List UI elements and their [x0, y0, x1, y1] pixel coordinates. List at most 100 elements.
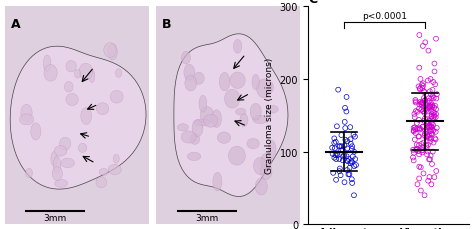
- Point: [343, 155, 350, 158]
- Ellipse shape: [177, 124, 189, 131]
- Point: [421, 100, 428, 103]
- Point: [348, 147, 356, 151]
- Ellipse shape: [268, 141, 276, 159]
- Point: [416, 127, 423, 131]
- Point: [419, 148, 427, 152]
- Point: [432, 116, 439, 120]
- Point: [428, 97, 435, 101]
- Text: C: C: [308, 0, 317, 6]
- Point: [328, 146, 336, 150]
- Ellipse shape: [192, 120, 203, 137]
- Ellipse shape: [113, 155, 119, 164]
- Ellipse shape: [78, 144, 87, 153]
- Point: [427, 78, 434, 82]
- Point: [429, 111, 437, 114]
- Point: [418, 101, 426, 105]
- Point: [430, 175, 438, 179]
- Point: [419, 85, 427, 88]
- Point: [413, 143, 420, 147]
- Point: [419, 87, 426, 90]
- Ellipse shape: [267, 106, 278, 114]
- Point: [340, 154, 348, 158]
- Point: [416, 34, 423, 38]
- Point: [418, 103, 426, 107]
- Point: [415, 153, 423, 156]
- Point: [421, 41, 429, 45]
- Point: [409, 148, 417, 152]
- Ellipse shape: [54, 146, 67, 156]
- Point: [410, 126, 418, 130]
- Point: [413, 147, 420, 151]
- Point: [427, 102, 435, 106]
- Point: [337, 149, 345, 153]
- Point: [414, 183, 421, 186]
- Ellipse shape: [108, 165, 121, 175]
- Point: [421, 99, 429, 102]
- Ellipse shape: [203, 115, 218, 128]
- Point: [332, 178, 340, 182]
- Point: [429, 95, 437, 99]
- Point: [417, 189, 425, 193]
- Point: [332, 158, 340, 161]
- Point: [419, 125, 427, 129]
- Point: [343, 159, 351, 163]
- Point: [419, 102, 426, 105]
- Point: [418, 101, 426, 105]
- Point: [423, 120, 431, 124]
- Point: [420, 120, 428, 123]
- Point: [417, 166, 425, 169]
- Point: [416, 103, 423, 107]
- Point: [344, 160, 352, 163]
- Point: [423, 153, 431, 157]
- Point: [417, 103, 425, 106]
- Point: [429, 124, 437, 127]
- Point: [429, 150, 437, 154]
- Point: [418, 146, 426, 150]
- Point: [411, 138, 419, 142]
- Ellipse shape: [181, 131, 196, 143]
- Point: [341, 106, 349, 110]
- Point: [428, 105, 436, 109]
- Point: [337, 134, 345, 137]
- Text: A: A: [10, 18, 20, 31]
- Point: [341, 144, 348, 148]
- Point: [420, 97, 428, 100]
- Point: [413, 122, 420, 125]
- Point: [330, 142, 338, 145]
- Point: [415, 177, 423, 180]
- Ellipse shape: [52, 167, 63, 181]
- Point: [419, 172, 427, 175]
- Point: [423, 126, 431, 130]
- Point: [411, 116, 419, 119]
- Point: [418, 142, 425, 146]
- Point: [411, 128, 419, 132]
- Point: [333, 152, 341, 155]
- Point: [330, 156, 338, 160]
- Point: [431, 70, 438, 74]
- Point: [339, 148, 346, 152]
- Point: [330, 137, 338, 141]
- Point: [350, 133, 357, 137]
- Point: [419, 102, 427, 105]
- Ellipse shape: [233, 40, 242, 54]
- Point: [430, 114, 438, 118]
- Ellipse shape: [44, 65, 57, 82]
- Point: [332, 154, 339, 157]
- Ellipse shape: [194, 120, 210, 126]
- Ellipse shape: [116, 69, 122, 78]
- Ellipse shape: [184, 65, 195, 81]
- Point: [337, 174, 345, 177]
- Point: [425, 134, 433, 137]
- Polygon shape: [174, 35, 288, 197]
- Point: [431, 104, 439, 108]
- Point: [346, 161, 354, 165]
- Text: 3mm: 3mm: [195, 213, 219, 222]
- Ellipse shape: [89, 70, 95, 83]
- Point: [415, 135, 423, 139]
- Point: [427, 104, 434, 107]
- Ellipse shape: [261, 154, 272, 170]
- Point: [430, 115, 438, 119]
- Point: [421, 101, 429, 105]
- Point: [425, 97, 433, 101]
- Point: [428, 125, 436, 129]
